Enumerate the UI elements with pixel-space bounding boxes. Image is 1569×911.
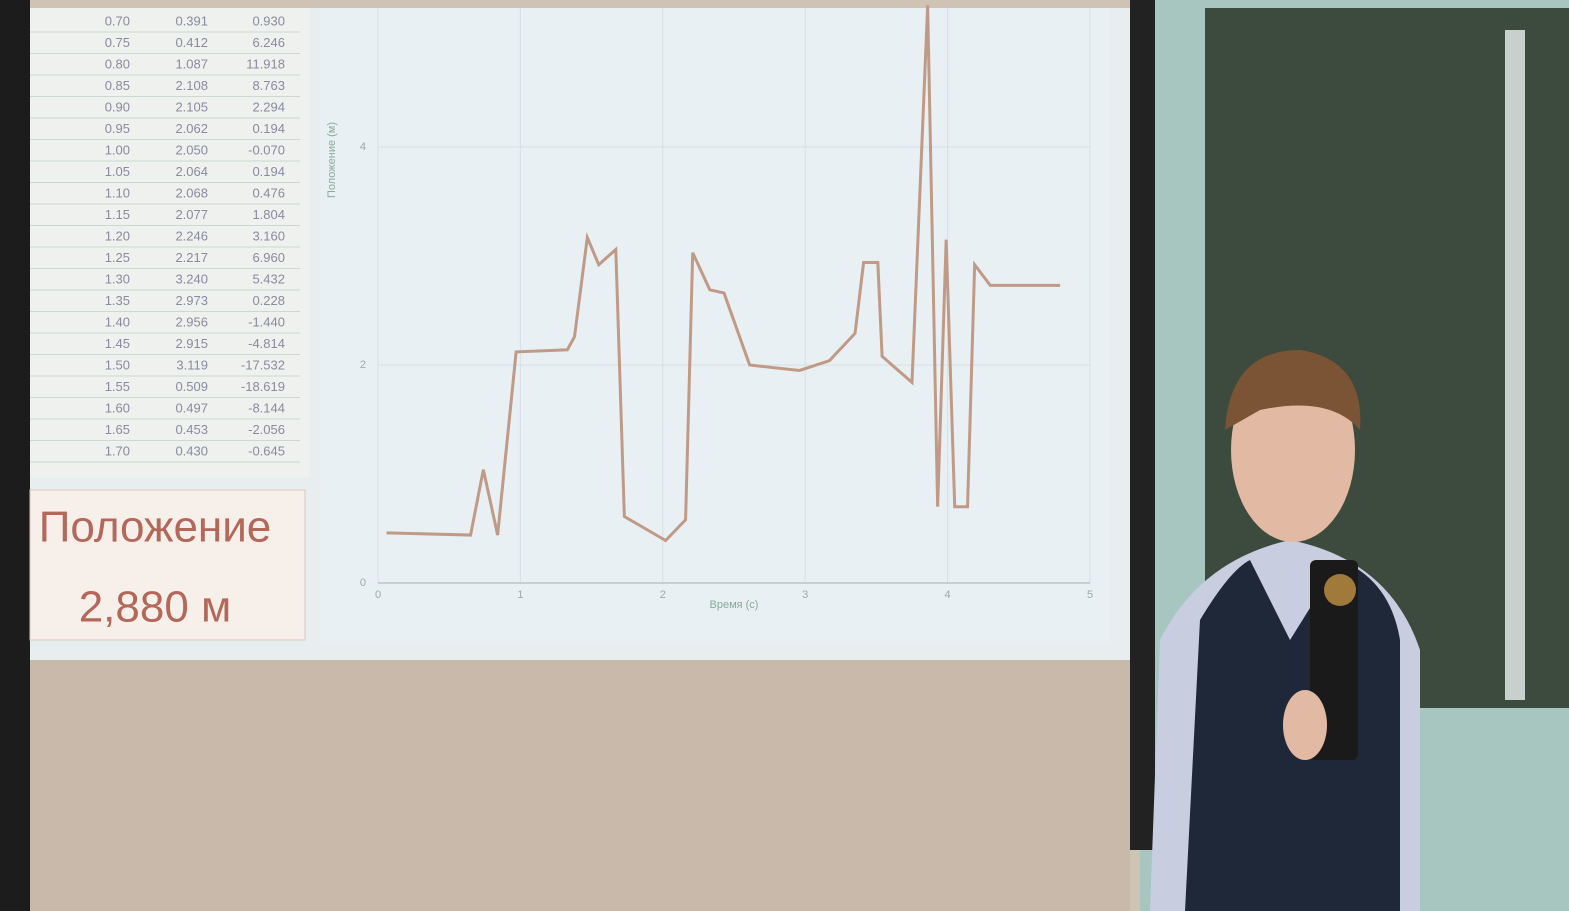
table-cell: -0.070 (248, 142, 285, 157)
table-cell: 1.60 (105, 400, 130, 415)
table-cell: -1.440 (248, 314, 285, 329)
screen-lower (30, 660, 1130, 911)
table-cell: 1.087 (175, 56, 208, 71)
table-cell: 3.240 (175, 271, 208, 286)
x-tick-label: 4 (945, 589, 951, 601)
table-cell: 8.763 (252, 78, 285, 93)
table-cell: 0.412 (175, 35, 208, 50)
table-cell: -8.144 (248, 400, 285, 415)
table-cell: 1.35 (105, 293, 130, 308)
table-cell: 1.05 (105, 164, 130, 179)
table-cell: 1.25 (105, 250, 130, 265)
table-cell: 1.55 (105, 379, 130, 394)
table-cell: 2.973 (175, 293, 208, 308)
table-cell: -0.645 (248, 443, 285, 458)
table-cell: 6.960 (252, 250, 285, 265)
table-cell: 1.45 (105, 336, 130, 351)
table-cell: 2.246 (175, 228, 208, 243)
table-cell: 0.430 (175, 443, 208, 458)
table-cell: 2.077 (175, 207, 208, 222)
table-cell: 2.294 (252, 99, 285, 114)
table-cell: 0.70 (105, 13, 130, 28)
table-cell: 5.432 (252, 271, 285, 286)
table-cell: 1.30 (105, 271, 130, 286)
table-cell: 3.119 (176, 357, 208, 372)
table-cell: 0.453 (175, 422, 208, 437)
x-tick-label: 3 (802, 589, 808, 601)
y-axis-label: Положение (м) (326, 122, 338, 198)
left-edge (0, 0, 30, 911)
y-tick-label: 2 (360, 359, 366, 371)
board-frame (1505, 30, 1525, 700)
table-cell: 1.00 (105, 142, 130, 157)
table-cell: 0.194 (252, 121, 285, 136)
table-cell: 6.246 (252, 35, 285, 50)
table-cell: 1.804 (252, 207, 285, 222)
photo: Положение 2,880 м 0.70 0.391 0.930 0.75 0.41… (0, 0, 1569, 911)
table-cell: 2.915 (175, 336, 208, 351)
table-cell: 0.90 (105, 99, 130, 114)
chart-panel (320, 8, 1110, 643)
x-tick-label: 2 (660, 589, 666, 601)
table-cell: 0.391 (175, 13, 208, 28)
table-cell: 2.105 (175, 99, 208, 114)
table-cell: 0.95 (105, 121, 130, 136)
table-cell: -18.619 (241, 379, 285, 394)
table-cell: 0.228 (252, 293, 285, 308)
table-cell: 0.75 (105, 35, 130, 50)
table-cell: -17.532 (241, 357, 285, 372)
table-cell: -2.056 (248, 422, 285, 437)
table-cell: 1.50 (105, 357, 130, 372)
table-cell: 1.40 (105, 314, 130, 329)
table-cell: 2.064 (175, 164, 208, 179)
x-tick-label: 1 (517, 589, 523, 601)
x-tick-label: 0 (375, 589, 381, 601)
readout-label: Положение (39, 503, 272, 552)
table-cell: 11.918 (246, 56, 285, 71)
table-cell: 2.217 (175, 250, 208, 265)
table-cell: 3.160 (252, 228, 285, 243)
screen-border (1130, 0, 1155, 850)
table-cell: 2.068 (175, 185, 208, 200)
x-tick-label: 5 (1087, 589, 1093, 601)
readout-value: 2,880 м (79, 583, 232, 632)
table-cell: 2.956 (175, 314, 208, 329)
hand (1283, 690, 1327, 760)
table-cell: 0.80 (105, 56, 130, 71)
table-cell: 0.509 (175, 379, 208, 394)
table-cell: 0.194 (252, 164, 285, 179)
table-cell: 2.062 (175, 121, 208, 136)
table-cell: 1.15 (105, 207, 130, 222)
table-cell: 1.20 (105, 228, 130, 243)
table-cell: 1.10 (105, 185, 130, 200)
table-cell: 1.70 (105, 443, 130, 458)
table-cell: 0.476 (252, 185, 285, 200)
table-cell: 0.497 (175, 400, 208, 415)
table-cell: 2.108 (175, 78, 208, 93)
table-cell: 0.930 (252, 13, 285, 28)
x-axis-label: Время (с) (710, 599, 759, 611)
y-tick-label: 4 (360, 141, 366, 153)
table-cell: 1.65 (105, 422, 130, 437)
sensor-lens (1324, 574, 1356, 606)
y-tick-label: 0 (360, 577, 366, 589)
table-cell: 0.85 (105, 78, 130, 93)
table-cell: 2.050 (175, 142, 208, 157)
table-cell: -4.814 (248, 336, 285, 351)
